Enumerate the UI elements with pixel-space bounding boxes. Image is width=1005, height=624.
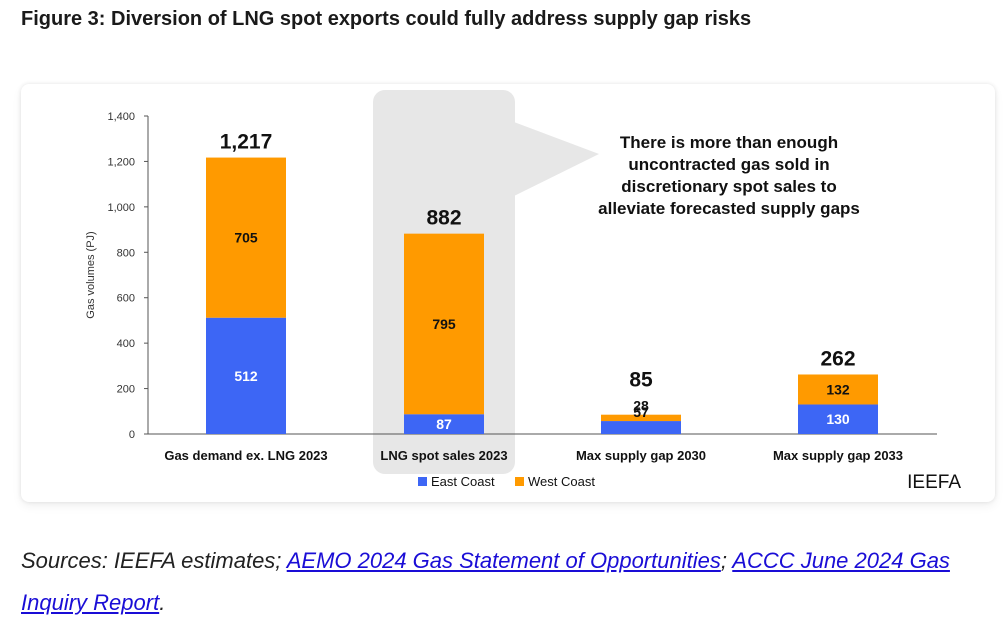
sources-separator: ;	[720, 548, 733, 573]
legend-swatch-east-coast	[418, 477, 427, 486]
y-tick-label: 800	[117, 247, 135, 259]
bar-segment-west-coast	[601, 414, 681, 422]
annotation-line-1: There is more than enough	[620, 133, 838, 152]
y-tick-label: 1,400	[107, 111, 135, 123]
bar-segment-west-coast	[798, 374, 878, 405]
bar-segment-west-coast	[404, 233, 484, 415]
y-axis-title: Gas volumes (PJ)	[85, 231, 97, 318]
aemo-report-link[interactable]: AEMO 2024 Gas Statement of Opportunities	[286, 548, 721, 573]
total-label: 1,217	[220, 131, 273, 154]
legend-swatch-west-coast	[515, 477, 524, 486]
y-tick-label: 200	[117, 384, 135, 396]
data-label: 28	[633, 398, 649, 414]
x-category-label: Max supply gap 2030	[576, 448, 706, 463]
sources-suffix: .	[159, 590, 166, 615]
legend-label-west-coast: West Coast	[528, 474, 595, 489]
annotation-line-2: uncontracted gas sold in	[628, 155, 829, 174]
data-label: 795	[432, 316, 456, 332]
y-tick-label: 600	[117, 293, 135, 305]
callout-pointer	[514, 122, 599, 196]
bar-segment-west-coast	[206, 157, 286, 318]
y-tick-label: 1,200	[107, 156, 135, 168]
bar-segment-east-coast	[798, 404, 878, 434]
annotation-line-3: discretionary spot sales to	[621, 177, 836, 196]
data-label: 132	[826, 381, 850, 397]
sources-note: Sources: IEEFA estimates; AEMO 2024 Gas …	[21, 540, 981, 624]
chart-card: 0 200 400 600 800 1,000 1,200 1,400 Gas volumes …	[21, 84, 995, 502]
x-category-label: Gas demand ex. LNG 2023	[164, 448, 327, 463]
y-tick-label: 1,000	[107, 202, 135, 214]
total-label: 262	[820, 347, 855, 370]
total-label: 85	[629, 369, 653, 392]
data-label: 512	[234, 368, 258, 384]
legend-label-east-coast: East Coast	[431, 474, 495, 489]
data-label: 705	[234, 230, 258, 246]
y-tick-label: 0	[129, 429, 135, 441]
bar-segment-east-coast	[404, 414, 484, 434]
data-label: 130	[826, 411, 850, 427]
sources-prefix: Sources: IEEFA estimates;	[21, 548, 287, 573]
x-category-label: LNG spot sales 2023	[380, 448, 507, 463]
figure-title: Figure 3: Diversion of LNG spot exports …	[21, 8, 752, 30]
accc-report-link[interactable]: ACCC June 2024 Gas Inquiry Report	[21, 548, 950, 615]
stacked-bar-chart: 0 200 400 600 800 1,000 1,200 1,400 Gas volumes …	[85, 90, 961, 493]
bar-segment-east-coast	[206, 317, 286, 434]
x-category-label: Max supply gap 2033	[773, 448, 903, 463]
total-label: 882	[426, 207, 461, 230]
data-label: 57	[633, 404, 649, 420]
ieefa-watermark: IEEFA	[907, 472, 961, 493]
annotation-line-4: alleviate forecasted supply gaps	[598, 199, 860, 218]
data-label: 87	[436, 416, 452, 432]
y-tick-label: 400	[117, 338, 135, 350]
bar-segment-east-coast	[601, 421, 681, 434]
